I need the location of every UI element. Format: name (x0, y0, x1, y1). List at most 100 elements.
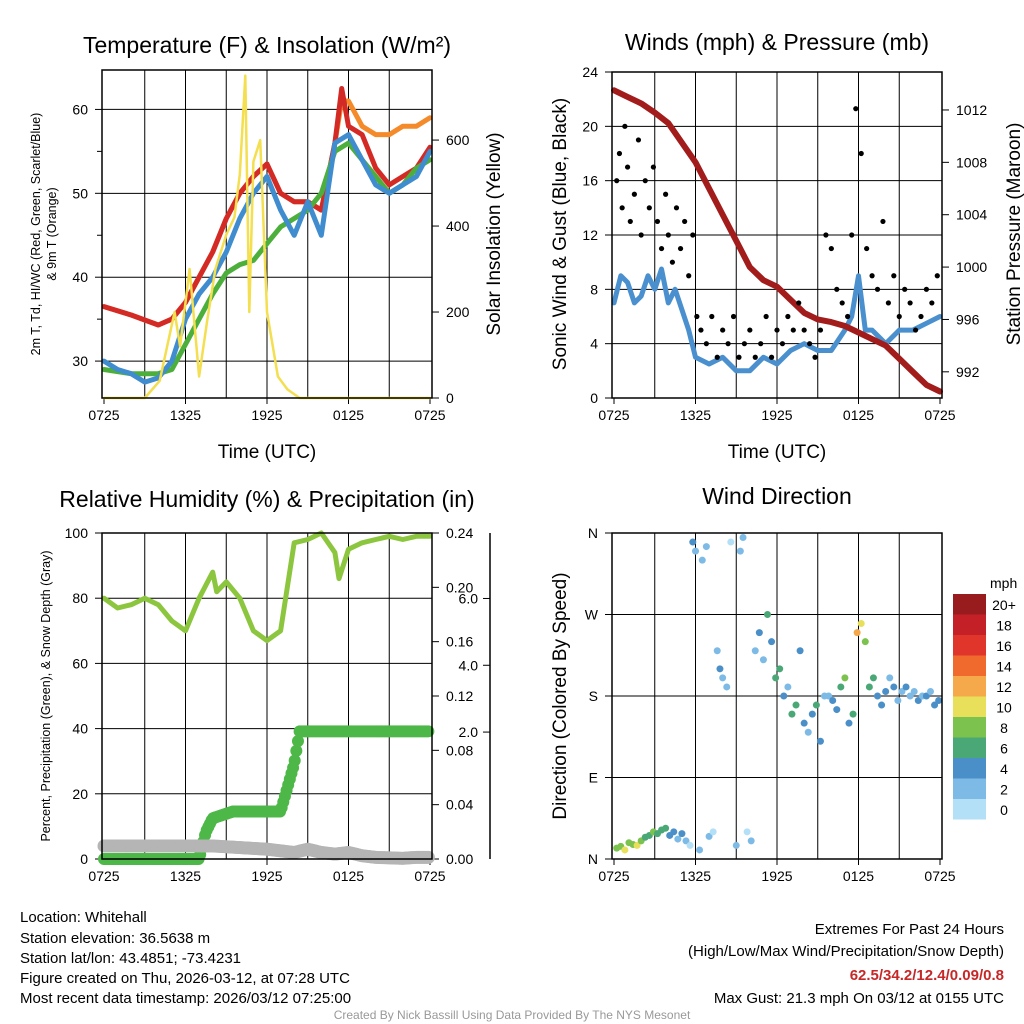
x-tick-label: 1325 (680, 407, 711, 423)
x-tick-label: 0725 (88, 407, 119, 423)
wind-direction-point (621, 846, 629, 854)
wind-direction-point (800, 719, 808, 727)
y-tick-label: 100 (65, 525, 89, 541)
gust-point (658, 245, 665, 252)
wind-direction-point (914, 697, 922, 705)
y2-tick-label: 1008 (956, 154, 987, 170)
wind-direction-point (931, 701, 939, 709)
y2-tick-label: 992 (956, 364, 980, 380)
wind-direction-point (816, 737, 824, 745)
sonic-wind-line (611, 266, 943, 374)
2m-t-line (101, 86, 433, 328)
gust-point (929, 300, 935, 306)
gust-point (703, 341, 709, 347)
gust-point (741, 341, 748, 347)
wind-direction-point (705, 832, 713, 840)
wind-direction-point (922, 692, 930, 700)
y-tick-label: 80 (72, 590, 88, 606)
gust-point (918, 313, 924, 320)
wind-direction-point (898, 687, 906, 695)
x-tick-label: 0725 (924, 407, 955, 423)
gust-point (902, 286, 908, 292)
gust-point (891, 273, 897, 279)
y2-tick-label: 0.12 (446, 688, 473, 704)
wind-direction-point (768, 638, 776, 646)
gust-point (864, 245, 870, 252)
legend-label: 12 (996, 679, 1012, 695)
wind-direction-point (812, 701, 820, 709)
gust-point (874, 286, 881, 292)
y2-tick-label: 0.16 (446, 634, 473, 650)
y-tick-label: 60 (72, 101, 88, 117)
wind-direction-point (829, 697, 837, 705)
extremes-subtitle: (High/Low/Max Wind/Precipitation/Snow De… (688, 943, 1004, 960)
x-tick-label: 0125 (333, 868, 364, 884)
legend-label: 16 (996, 638, 1012, 654)
wind-direction-point (698, 556, 706, 564)
wind-xlabel: Time (UTC) (728, 442, 827, 463)
wind-direction-point (692, 547, 699, 555)
wind-direction-point (833, 706, 841, 714)
gust-point (709, 313, 715, 320)
y-tick-label: 16 (582, 173, 598, 189)
legend-swatch (953, 594, 986, 615)
wind-direction-point (906, 692, 914, 700)
wind-direction-point (633, 841, 641, 849)
y-tick-label: 40 (72, 269, 88, 285)
gust-point (807, 341, 813, 347)
wind-ylabel: Sonic Wind & Gust (Blue, Black) (550, 98, 571, 370)
y2-tick-label: 0 (446, 390, 454, 406)
legend-label: 0 (1000, 802, 1008, 818)
plot-frame (611, 532, 943, 860)
y-tick-label: S (589, 688, 598, 704)
wind-direction-point (678, 830, 686, 838)
gust-point (885, 300, 891, 306)
legend-label: 2 (1000, 782, 1008, 798)
wind-direction-point (743, 828, 751, 836)
gust-point (790, 327, 796, 333)
gust-point (690, 232, 696, 238)
y2-tick-label: 600 (446, 132, 470, 148)
precipitation-marker (288, 754, 301, 767)
wind-direction-point (696, 846, 704, 854)
gust-point (801, 327, 807, 333)
gust-point (796, 300, 802, 306)
wind-direction-point (837, 683, 845, 691)
gust-point (812, 354, 818, 360)
gust-point (785, 313, 791, 320)
gust-point (642, 178, 648, 184)
gust-point (669, 259, 676, 265)
wind-direction-point (689, 538, 697, 546)
wind-direction-point (878, 701, 886, 709)
gust-point (828, 245, 834, 252)
direction-ylabel: Direction (Colored By Speed) (550, 572, 571, 819)
y2-tick-label: 0.00 (446, 851, 473, 867)
y-tick-label: 50 (72, 185, 88, 201)
location-text: Location: Whitehall (20, 909, 147, 926)
wind-direction-point (736, 547, 744, 555)
legend-swatch (953, 737, 986, 758)
gust-point (834, 286, 840, 292)
y2-tick-label: 0.20 (446, 579, 473, 595)
y-tick-label: 4 (590, 336, 598, 352)
wind-direction-point (894, 697, 902, 705)
x-tick-label: 0125 (333, 407, 364, 423)
wind-direction-point (682, 837, 690, 845)
gust-point (619, 205, 625, 211)
y2-tick-label: 1000 (956, 259, 987, 275)
x-tick-label: 0725 (88, 868, 119, 884)
temp-y2label: Solar Insolation (Yellow) (484, 132, 505, 335)
wind-direction-point (686, 841, 694, 849)
y2-tick-label: 996 (956, 311, 980, 327)
wind-direction-point (845, 719, 853, 727)
legend-label: 14 (996, 659, 1012, 675)
x-tick-label: 0725 (924, 868, 955, 884)
gust-point (624, 164, 631, 170)
wind-direction-point (926, 687, 934, 695)
y-tick-label: E (589, 770, 598, 786)
gust-point (758, 341, 764, 347)
gust-point (768, 354, 775, 360)
temp-ylabel: 2m T, Td, HI/WC (Red, Green, Scarlet/Blu… (29, 113, 43, 356)
